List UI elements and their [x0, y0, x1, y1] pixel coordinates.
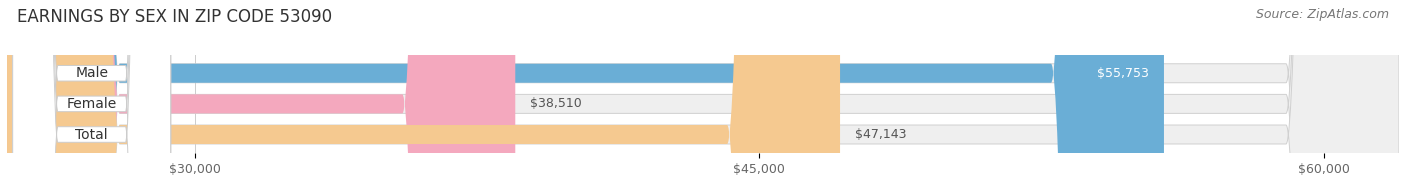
- Text: Male: Male: [75, 66, 108, 80]
- FancyBboxPatch shape: [13, 0, 170, 196]
- FancyBboxPatch shape: [7, 0, 839, 196]
- Text: Female: Female: [66, 97, 117, 111]
- FancyBboxPatch shape: [13, 0, 170, 196]
- FancyBboxPatch shape: [7, 0, 1399, 196]
- Text: Total: Total: [76, 128, 108, 142]
- FancyBboxPatch shape: [7, 0, 1399, 196]
- Text: $47,143: $47,143: [855, 128, 907, 141]
- Text: $38,510: $38,510: [530, 97, 582, 110]
- Text: $55,753: $55,753: [1097, 67, 1149, 80]
- Text: Source: ZipAtlas.com: Source: ZipAtlas.com: [1256, 8, 1389, 21]
- FancyBboxPatch shape: [7, 0, 515, 196]
- FancyBboxPatch shape: [7, 0, 1164, 196]
- FancyBboxPatch shape: [13, 0, 170, 196]
- FancyBboxPatch shape: [7, 0, 1399, 196]
- Text: EARNINGS BY SEX IN ZIP CODE 53090: EARNINGS BY SEX IN ZIP CODE 53090: [17, 8, 332, 26]
